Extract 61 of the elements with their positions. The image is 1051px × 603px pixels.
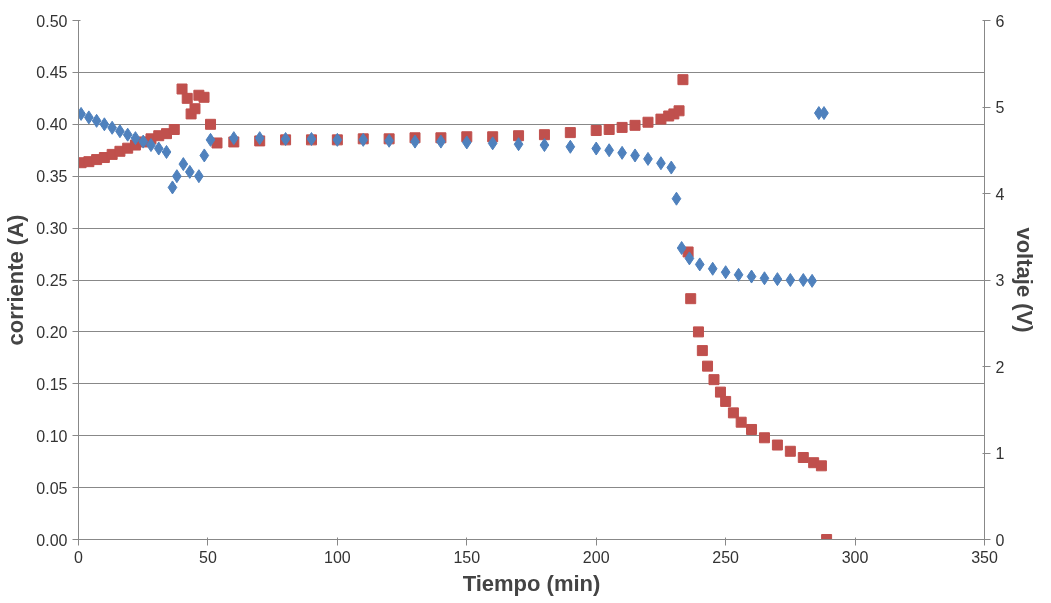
point [167, 180, 178, 195]
point [199, 148, 210, 163]
point [539, 138, 550, 153]
y2-axis-title: voltaje (V) [1012, 227, 1038, 333]
x-tick-label: 250 [712, 548, 740, 566]
y2-tick-label: 5 [995, 99, 1005, 116]
x-tick-label: 0 [74, 548, 84, 566]
x-tick-label: 100 [324, 548, 351, 566]
y-tick-label: 0.30 [36, 220, 68, 238]
y-tick-label: 0.20 [36, 323, 68, 341]
point [591, 141, 602, 156]
point [161, 144, 172, 159]
x-tick-label: 350 [971, 548, 998, 566]
y-tick-label: 0.25 [36, 272, 68, 289]
y-tick-label: 0.35 [36, 168, 68, 186]
y-tick-label: 0.10 [36, 427, 68, 445]
x-tick-label: 50 [199, 548, 217, 566]
point [694, 257, 705, 272]
y-tick-label: 0.00 [36, 531, 68, 549]
point [671, 191, 682, 206]
point [153, 141, 164, 156]
x-tick-label: 150 [453, 548, 481, 566]
point [666, 160, 677, 175]
y-tick-label: 0.15 [36, 375, 68, 393]
point [676, 240, 687, 255]
point [772, 272, 783, 287]
y-tick-label: 0.50 [36, 12, 68, 30]
y-axis-title: corriente (A) [3, 214, 29, 346]
point [205, 132, 216, 147]
point [565, 139, 576, 154]
x-axis-title: Tiempo (min) [462, 570, 601, 596]
point [487, 136, 498, 151]
point [785, 273, 796, 287]
x-tick-label: 200 [582, 548, 610, 566]
point [178, 157, 189, 172]
point [746, 269, 757, 284]
point [513, 137, 524, 152]
point [122, 127, 133, 142]
point [130, 131, 141, 146]
y2-tick-label: 1 [995, 445, 1005, 462]
y-tick-label: 0.40 [36, 116, 68, 134]
point [798, 273, 809, 287]
point [707, 261, 718, 276]
y2-tick-label: 0 [995, 531, 1005, 549]
x-tick-label: 300 [841, 548, 869, 566]
y2-tick-label: 4 [995, 185, 1005, 203]
point [99, 117, 110, 132]
point [184, 164, 195, 179]
y-tick-label: 0.05 [36, 479, 68, 497]
point [684, 251, 695, 266]
y2-tick-label: 6 [995, 12, 1005, 30]
point [91, 113, 102, 128]
point [228, 131, 239, 146]
point [461, 135, 472, 150]
y2-tick-label: 3 [995, 272, 1005, 289]
point [759, 271, 770, 286]
y2-tick-label: 2 [995, 358, 1005, 376]
y-tick-label: 0.45 [36, 64, 68, 82]
point [254, 131, 265, 146]
point [720, 265, 731, 280]
point [733, 267, 744, 282]
